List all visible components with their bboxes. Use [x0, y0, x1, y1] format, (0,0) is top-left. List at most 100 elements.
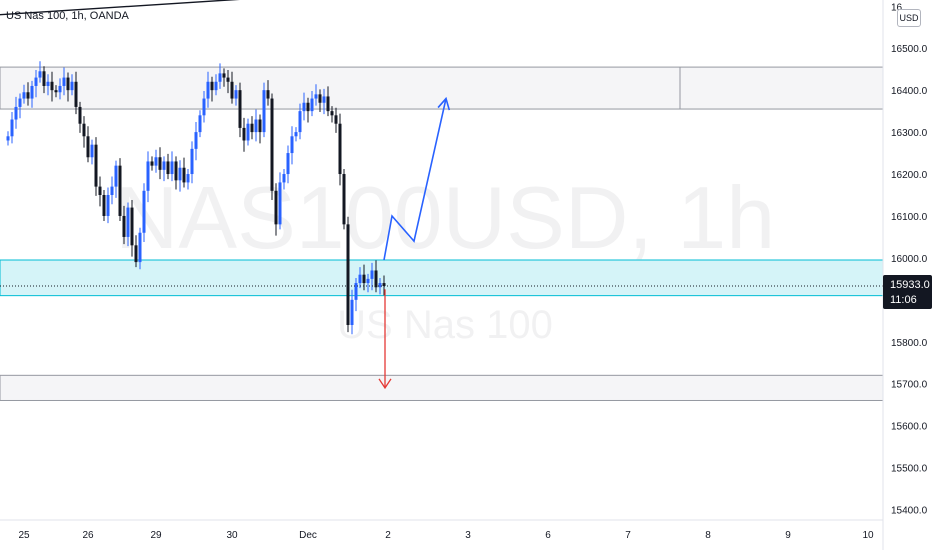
price-badge [883, 275, 932, 309]
candle-body [82, 123, 86, 137]
x-tick-label: 3 [465, 530, 471, 541]
x-tick-label: 10 [862, 530, 874, 541]
candle-body [170, 161, 174, 175]
candle-body [354, 283, 358, 300]
x-tick-label: 26 [82, 530, 94, 541]
candle-body [290, 136, 294, 154]
candle-body [234, 90, 238, 99]
candle-body [62, 77, 66, 86]
y-tick-label: 15800.0 [891, 338, 928, 349]
candle-body [42, 71, 46, 86]
x-tick-label: 29 [150, 530, 162, 541]
candle-body [126, 207, 130, 237]
candle-body [382, 283, 386, 286]
y-tick-label: 16400.0 [891, 86, 928, 97]
candle-body [78, 106, 82, 124]
candle-body [310, 98, 314, 112]
candle-body [294, 132, 298, 137]
candle-body [142, 190, 146, 233]
candle-body [222, 73, 226, 78]
zone-supply[interactable] [0, 66, 884, 110]
candle-body [378, 283, 382, 288]
candle-body [334, 115, 338, 124]
currency-button[interactable]: USD [897, 9, 921, 27]
candle-body [206, 81, 210, 99]
candle-body [202, 98, 206, 116]
y-tick-label: 15400.0 [891, 506, 928, 517]
candle-body [346, 224, 350, 325]
candle-body [302, 102, 306, 112]
candle-body [130, 207, 134, 246]
candle-body [258, 119, 262, 133]
candle-body [54, 90, 58, 93]
candle-body [58, 85, 62, 93]
y-tick-label: 16200.0 [891, 170, 928, 181]
y-tick-label: 16000.0 [891, 254, 928, 265]
candle-body [282, 174, 286, 183]
candle-body [342, 174, 346, 225]
x-tick-label: 9 [785, 530, 791, 541]
candle-body [210, 81, 214, 91]
candle-body [230, 81, 234, 99]
price-badge-value: 15933.0 [890, 279, 930, 291]
trendline[interactable] [0, 0, 883, 16]
candle-body [198, 115, 202, 133]
forecast-down-arrowhead [378, 378, 392, 390]
candle-body [102, 195, 106, 216]
y-tick-label: 15700.0 [891, 380, 928, 391]
candle-body [286, 153, 290, 175]
candle-body [370, 270, 374, 279]
watermark-ticker: NAS100USD, 1h [115, 168, 775, 267]
zone-support[interactable] [0, 374, 884, 401]
candle-body [138, 232, 142, 263]
candle-body [26, 92, 30, 99]
candle-body [306, 102, 310, 112]
candle-body [270, 98, 274, 191]
x-tick-label: Dec [299, 530, 317, 541]
zone-demand[interactable] [0, 259, 884, 297]
x-tick-label: 25 [18, 530, 30, 541]
candle-body [366, 278, 370, 284]
candle-body [226, 77, 230, 82]
candle-body [314, 94, 318, 99]
candle-body [14, 106, 18, 120]
candle-body [34, 77, 38, 86]
candle-body [338, 123, 342, 175]
candle-body [154, 157, 158, 166]
candle-body [218, 73, 222, 82]
candle-body [318, 94, 322, 103]
forecast-up-path[interactable] [383, 98, 447, 261]
candle-body [178, 167, 182, 181]
candle-body [146, 161, 150, 191]
candle-body [18, 98, 22, 107]
x-tick-label: 2 [385, 530, 391, 541]
x-tick-label: 7 [625, 530, 631, 541]
candle-body [66, 77, 70, 91]
candle-body [50, 81, 54, 91]
candle-body [106, 195, 110, 216]
candle-body [122, 215, 126, 237]
candle-body [94, 144, 98, 187]
candle-body [30, 85, 34, 99]
symbol-legend[interactable]: US Nas 100, 1h, OANDA [6, 10, 129, 22]
price-badge-countdown: 11:06 [890, 294, 917, 306]
candle-body [190, 148, 194, 175]
candle-body [186, 174, 190, 183]
candle-body [46, 81, 50, 86]
candle-body [150, 161, 154, 166]
candle-body [326, 96, 330, 112]
candle-body [38, 71, 42, 78]
candle-body [350, 299, 354, 325]
y-tick-label-partial: 16 [891, 2, 903, 13]
candle-body [254, 119, 258, 133]
candle-body [358, 274, 362, 284]
candle-body [214, 81, 218, 91]
candle-body [266, 90, 270, 99]
candle-body [242, 127, 246, 141]
candle-body [174, 161, 178, 181]
candle-body [182, 167, 186, 183]
candle-body [134, 245, 138, 263]
y-tick-label: 15500.0 [891, 464, 928, 475]
